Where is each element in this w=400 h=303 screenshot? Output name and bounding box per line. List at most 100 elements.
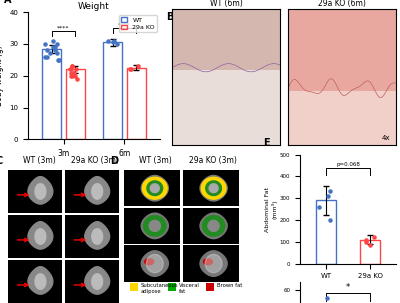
Point	[42, 42, 48, 46]
Point	[54, 42, 60, 46]
Point	[50, 45, 56, 49]
Polygon shape	[28, 177, 53, 204]
Polygon shape	[147, 181, 163, 195]
Point	[52, 48, 58, 53]
Point	[105, 38, 111, 43]
FancyBboxPatch shape	[172, 9, 280, 70]
Text: 4x: 4x	[382, 135, 390, 141]
Point	[325, 194, 331, 198]
Polygon shape	[145, 259, 154, 265]
Y-axis label: Body weight (g): Body weight (g)	[0, 45, 4, 106]
Bar	[168, 283, 176, 291]
Polygon shape	[201, 177, 226, 199]
Text: 29a KO (3m): 29a KO (3m)	[189, 156, 237, 165]
Bar	[42, 49, 61, 139]
Polygon shape	[92, 229, 102, 244]
Point	[56, 58, 62, 62]
Point	[316, 205, 322, 209]
Polygon shape	[200, 251, 227, 276]
Polygon shape	[28, 267, 53, 294]
Point	[50, 38, 56, 43]
Title: Weight: Weight	[78, 2, 110, 11]
Text: WT (3m): WT (3m)	[23, 156, 56, 165]
Point	[72, 67, 79, 72]
Polygon shape	[92, 274, 102, 289]
Point	[55, 58, 62, 62]
Polygon shape	[35, 229, 46, 244]
Title: 29a KO (6m): 29a KO (6m)	[318, 0, 366, 8]
Point	[69, 64, 76, 69]
Polygon shape	[28, 222, 53, 249]
Point	[363, 239, 369, 244]
Bar	[206, 283, 214, 291]
Point	[43, 48, 50, 53]
Point	[69, 73, 76, 78]
Polygon shape	[204, 259, 212, 265]
Legend: WT, 29a KO: WT, 29a KO	[119, 15, 157, 32]
Polygon shape	[141, 251, 168, 276]
Point	[128, 67, 135, 72]
Polygon shape	[205, 255, 222, 273]
Text: 29a KO (3m): 29a KO (3m)	[72, 156, 119, 165]
Bar	[103, 42, 122, 139]
Text: E: E	[264, 138, 270, 148]
Polygon shape	[206, 181, 222, 195]
Point	[69, 64, 76, 69]
Text: B: B	[166, 12, 173, 22]
Polygon shape	[85, 177, 110, 204]
Point	[68, 73, 74, 78]
Text: C: C	[0, 155, 2, 166]
Bar	[66, 69, 85, 139]
Polygon shape	[85, 267, 110, 294]
Point	[371, 235, 377, 240]
Polygon shape	[209, 184, 218, 193]
Point	[326, 188, 333, 193]
Polygon shape	[141, 213, 168, 239]
Polygon shape	[200, 213, 227, 239]
Polygon shape	[146, 255, 163, 273]
Text: Visceral
fat: Visceral fat	[178, 284, 199, 294]
Point	[41, 54, 48, 59]
Point	[111, 38, 117, 43]
Point	[68, 70, 74, 75]
Point	[74, 76, 80, 81]
Polygon shape	[202, 216, 225, 236]
Point	[324, 296, 330, 301]
Point	[135, 64, 141, 69]
Bar	[127, 68, 146, 139]
Polygon shape	[85, 222, 110, 249]
Point	[43, 54, 50, 59]
Y-axis label: Abdominal Fat
(mm³): Abdominal Fat (mm³)	[265, 187, 277, 231]
Title: WT (6m): WT (6m)	[210, 0, 242, 8]
Polygon shape	[144, 216, 166, 236]
Polygon shape	[35, 274, 46, 289]
Polygon shape	[141, 175, 168, 201]
Text: ****: ****	[57, 25, 70, 31]
Text: A: A	[4, 0, 12, 5]
Bar	[130, 283, 138, 291]
Point	[114, 42, 120, 46]
Text: D: D	[110, 155, 118, 166]
Point	[52, 45, 58, 49]
Point	[327, 218, 333, 222]
Polygon shape	[35, 184, 46, 199]
Text: *: *	[346, 283, 350, 291]
Bar	[360, 240, 380, 264]
Polygon shape	[92, 184, 102, 199]
Point	[110, 40, 116, 45]
Polygon shape	[208, 220, 219, 231]
Polygon shape	[142, 177, 167, 199]
Point	[367, 243, 373, 248]
Point	[68, 67, 74, 72]
Text: WT (3m): WT (3m)	[139, 156, 172, 165]
Point	[362, 237, 369, 242]
FancyBboxPatch shape	[288, 9, 396, 91]
Point	[67, 67, 73, 72]
Text: Subcutaneous
adipose: Subcutaneous adipose	[140, 284, 178, 294]
Point	[71, 70, 78, 75]
Text: p=0.068: p=0.068	[336, 161, 360, 167]
Point	[47, 51, 53, 56]
Text: ****: ****	[118, 22, 131, 27]
Bar	[316, 200, 336, 264]
Polygon shape	[150, 184, 159, 193]
